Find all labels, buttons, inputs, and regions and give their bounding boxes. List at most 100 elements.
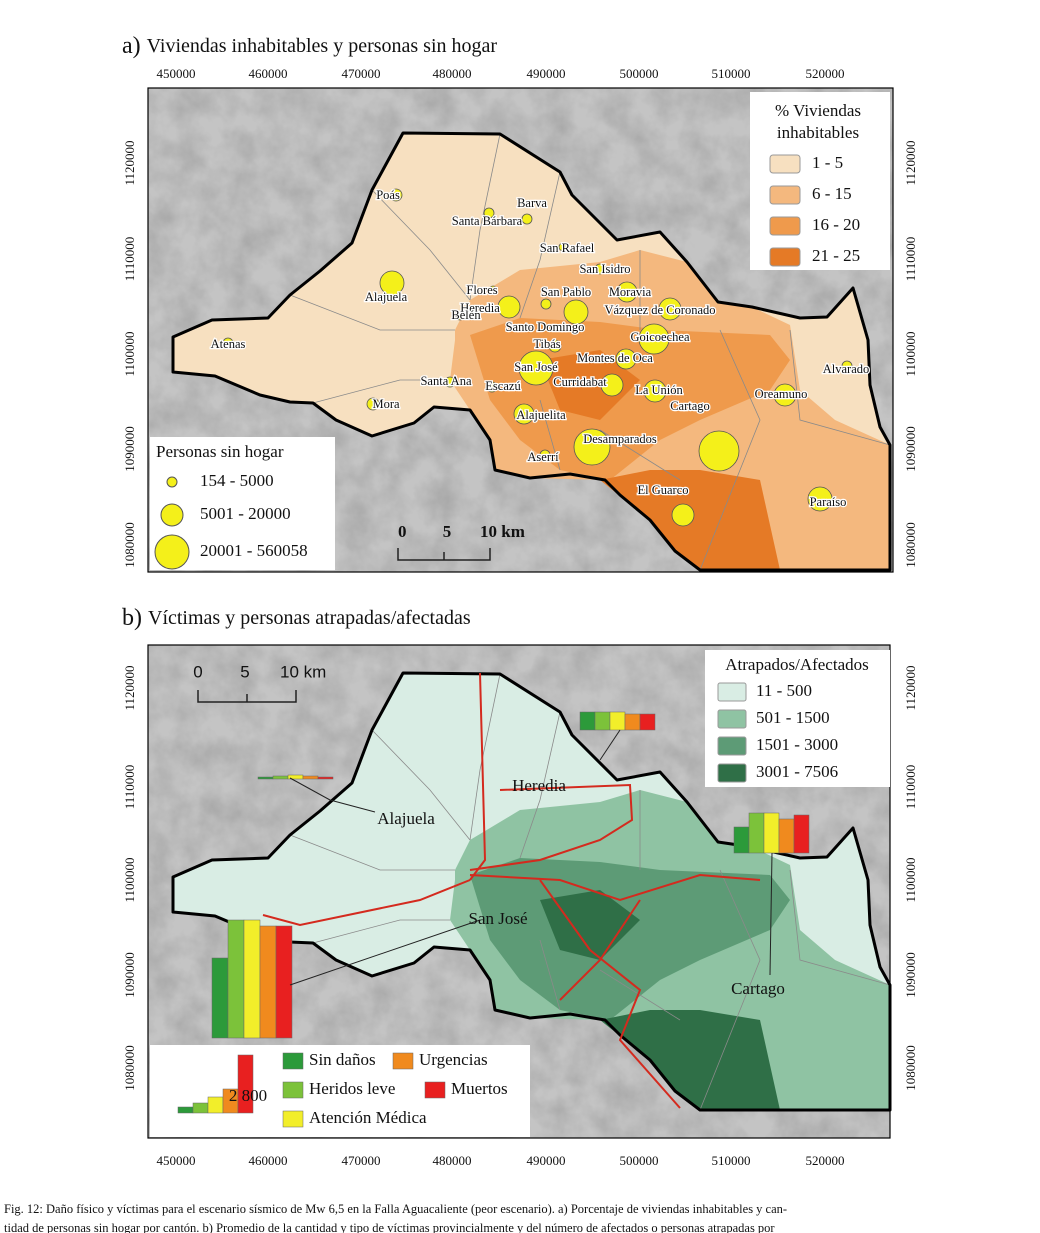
canton-label: Santo Domingo [506,320,585,334]
legend-label: Muertos [451,1079,508,1098]
legend-label: 11 - 500 [756,681,812,700]
y-tick-label: 1080000 [903,1045,918,1091]
victim-bar [594,711,611,731]
canton-label: Alvarado [823,362,870,376]
homeless-circle [539,449,551,461]
y-tick-label: 1090000 [903,426,918,472]
caption-line: Fig. 12: Daño físico y víctimas para el … [4,1202,787,1216]
homeless-circle [616,281,638,303]
legend-title: Atrapados/Afectados [725,655,869,674]
homeless-circle [513,403,535,425]
legend-box [150,1045,530,1137]
canton-border [371,189,471,301]
canton-border [599,429,681,481]
legend-bar [207,1096,224,1114]
y-tick-label: 1120000 [122,665,137,710]
legend-label: Urgencias [419,1050,488,1069]
legend-label: 501 - 1500 [756,708,830,727]
leader-line [769,852,773,976]
leader-line [289,919,481,986]
victim-bar [243,919,261,1039]
victim-bar [211,957,229,1039]
x-tick-label: 460000 [249,66,288,81]
scale-label: 5 [443,522,452,541]
homeless-circle [444,376,456,388]
canton-border [469,673,501,841]
homeless-circle [643,379,667,403]
province-label: Alajuela [377,809,435,828]
canton-label: El Guarco [637,483,688,497]
x-tick-label: 510000 [712,1153,751,1168]
homeless-circle [558,242,568,252]
legend-title: inhabitables [777,123,859,142]
victim-bar [609,711,626,731]
homeless-circle [455,311,465,321]
canton-label: Heredia [460,301,500,315]
canton-label: Goicoechea [631,330,690,344]
legend-swatch [769,216,801,236]
panel-title: a) Viviendas inhabitables y personas sin … [122,33,497,59]
y-tick-label: 1080000 [122,522,137,568]
canton-border [289,834,455,871]
y-tick-label: 1080000 [903,522,918,568]
canton-label: Vázquez de Coronado [604,303,715,317]
legend-label: 5001 - 20000 [200,504,291,523]
homeless-circle [594,263,606,275]
province-border [559,899,641,1001]
homeless-circle [573,428,611,466]
legend-swatch [717,709,747,729]
homeless-circle [600,373,624,397]
y-tick-label: 1090000 [122,426,137,472]
legend-label: 20001 - 560058 [200,541,308,560]
legend-label: 6 - 15 [812,184,852,203]
victim-bar [778,818,795,854]
y-tick-label: 1120000 [903,665,918,710]
x-tick-label: 520000 [806,1153,845,1168]
victim-bar [733,826,750,854]
region-top [540,350,640,420]
legend-bar-label: 2 800 [229,1086,267,1105]
victim-bar [259,925,277,1039]
homeless-circle [563,299,589,325]
province-border [262,879,471,927]
province-border [469,873,761,902]
legend-bar [192,1102,209,1114]
caption-line: tidad de personas sin hogar por cantón. … [4,1221,775,1233]
homeless-circle [379,270,405,296]
map-frame [147,87,894,573]
canton-label: San Isidro [579,262,630,276]
homeless-circle [488,285,498,295]
homeless-circle [518,350,554,386]
province-border [469,783,634,871]
homeless-circle [773,383,797,407]
canton-label: Poás [376,188,400,202]
victim-bar [579,711,596,731]
canton-label: San Rafael [540,241,595,255]
canton-label: Aserrí [527,450,559,464]
canton-border [699,329,761,571]
region-top [600,1010,780,1110]
canton-label: Santa Ana [420,374,471,388]
canton-border [519,711,561,859]
x-tick-label: 490000 [527,1153,566,1168]
y-tick-label: 1090000 [122,952,137,998]
x-tick-label: 460000 [249,1153,288,1168]
leader-line [289,777,376,813]
canton-label: Mora [372,397,400,411]
canton-border [469,133,501,301]
canton-label: Cartago [670,399,710,413]
legend-label: Atención Médica [309,1108,427,1127]
legend-label: Heridos leve [309,1079,395,1098]
legend-swatch [717,736,747,756]
canton-label: Curridabat [553,375,607,389]
legend-label: 16 - 20 [812,215,860,234]
canton-label: Flores [466,283,497,297]
legend-title: % Viviendas [775,101,861,120]
legend-circle [166,476,178,488]
canton-label: Alajuela [365,290,408,304]
scale-label: 10 km [280,662,326,681]
x-tick-label: 500000 [620,1153,659,1168]
victim-bar [227,919,245,1039]
